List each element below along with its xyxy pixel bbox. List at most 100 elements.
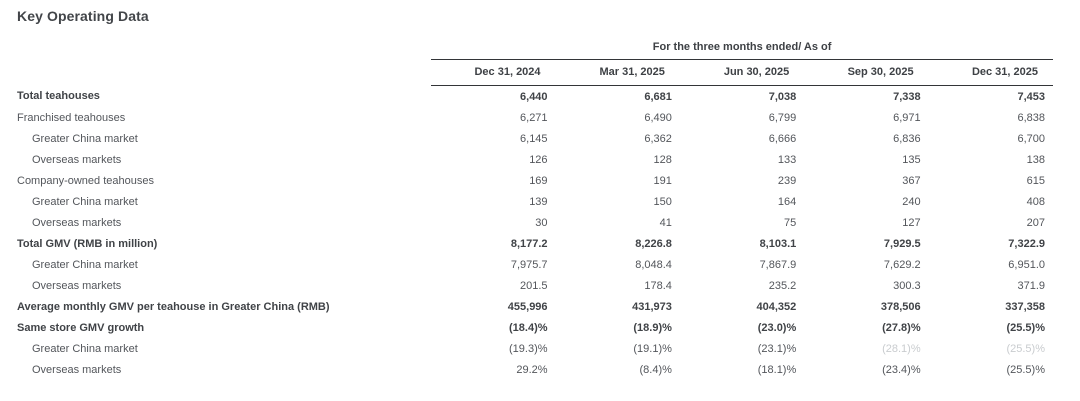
cell-value: 139 [529,195,548,208]
cell-value: 6,951.0 [1008,258,1045,271]
cell-value: (25.5)% [1006,321,1045,334]
cell-value: 41 [659,216,672,229]
cell-value: 6,490 [644,111,672,124]
table-row: Franchised teahouses 6,271 6,490 6,799 6,971… [17,107,1053,128]
column-header-sep-30-2025: Sep 30, 2025 [804,59,929,86]
cell-value: 239 [777,174,797,187]
column-header-jun-30-2025: Jun 30, 2025 [679,59,805,86]
row-label: Average monthly GMV per teahouse in Grea… [17,300,330,313]
column-header-dec-31-2024: Dec 31, 2024 [431,59,556,86]
row-label: Greater China market [32,132,138,145]
cell-value: (18.1)% [757,363,797,376]
cell-value: 7,322.9 [1008,237,1045,250]
table-row: Overseas markets 126 128 133 135 138 [17,149,1053,170]
cell-value: 235.2 [768,279,797,292]
table-row: Overseas markets 201.5 178.4 235.2 300.3 371.… [17,275,1053,296]
cell-value: 7,867.9 [759,258,797,271]
row-label: Overseas markets [32,216,122,229]
cell-value: 455,996 [507,300,548,313]
cell-value: 75 [784,216,797,229]
cell-value: 178.4 [644,279,672,292]
table-body: Total teahouses 6,440 6,681 7,038 7,338 7,453… [17,86,1053,381]
cell-value: (8.4)% [639,363,672,376]
header-corner-cell [17,39,431,60]
cell-value: 240 [902,195,921,208]
cell-value: 6,838 [1017,111,1045,124]
cell-value: 6,271 [520,111,548,124]
cell-value: 8,177.2 [510,237,548,250]
cell-value: 408 [1026,195,1045,208]
table-header: For the three months ended/ As of Dec 31… [17,39,1053,86]
cell-value: 8,226.8 [635,237,672,250]
table-row: Total teahouses 6,440 6,681 7,038 7,338 7,453 [17,86,1053,108]
cell-value: 7,629.2 [883,258,921,271]
cell-value: 6,971 [893,111,921,124]
row-label: Greater China market [32,258,138,271]
column-header-mar-31-2025: Mar 31, 2025 [555,59,680,86]
cell-value: 6,700 [1017,132,1045,145]
cell-value: 201.5 [520,279,548,292]
cell-value: (23.0)% [757,321,797,334]
table-row: Average monthly GMV per teahouse in Grea… [17,296,1053,317]
key-operating-data-table: For the three months ended/ As of Dec 31… [17,39,1053,380]
cell-value: 615 [1026,174,1045,187]
table-row: Company-owned teahouses 169 191 239 367 615 [17,170,1053,191]
cell-value: 337,358 [1005,300,1045,313]
cell-value: 191 [653,174,672,187]
cell-value: (28.1)% [882,342,921,355]
table-row: Greater China market 7,975.7 8,048.4 7,867.… [17,254,1053,275]
cell-value: (23.4)% [882,363,921,376]
cell-value: (25.5)% [1006,342,1045,355]
row-label: Overseas markets [32,153,122,166]
row-label: Total teahouses [17,90,100,103]
table-row: Greater China market (19.3)% (19.1)% (23.1)… [17,338,1053,359]
row-label: Greater China market [32,195,138,208]
header-corner-cell [17,60,431,86]
cell-value: 6,362 [644,132,672,145]
cell-value: 431,973 [632,300,672,313]
cell-value: 7,975.7 [510,258,548,271]
cell-value: 169 [529,174,548,187]
cell-value: 6,440 [520,90,548,103]
cell-value: 8,048.4 [635,258,672,271]
cell-value: 30 [535,216,548,229]
cell-value: 404,352 [756,300,797,313]
cell-value: (18.4)% [509,321,548,334]
cell-value: 138 [1026,153,1045,166]
cell-value: 126 [529,153,548,166]
cell-value: 378,506 [880,300,921,313]
cell-value: 164 [777,195,797,208]
column-header-row: Dec 31, 2024 Mar 31, 2025 Jun 30, 2025 S… [17,59,1053,86]
cell-value: 371.9 [1017,279,1045,292]
period-header-row: For the three months ended/ As of [17,39,1053,60]
table-row: Overseas markets 30 41 75 127 207 [17,212,1053,233]
row-label: Same store GMV growth [17,321,145,334]
row-label: Company-owned teahouses [17,174,154,187]
cell-value: 6,836 [893,132,921,145]
row-label: Total GMV (RMB in million) [17,237,158,250]
cell-value: (19.3)% [509,342,548,355]
table-row: Greater China market 6,145 6,362 6,666 6,836… [17,128,1053,149]
cell-value: (19.1)% [633,342,672,355]
page-title: Key Operating Data [17,8,149,24]
cell-value: 6,145 [520,132,548,145]
table-row: Greater China market 139 150 164 240 408 [17,191,1053,212]
cell-value: 207 [1026,216,1045,229]
row-label: Greater China market [32,342,138,355]
cell-value: 7,453 [1017,90,1045,103]
column-header-dec-31-2025: Dec 31, 2025 [928,59,1053,86]
cell-value: 128 [653,153,672,166]
cell-value: 6,666 [768,132,797,145]
row-label: Overseas markets [32,279,122,292]
row-label: Franchised teahouses [17,111,126,124]
cell-value: (27.8)% [882,321,921,334]
cell-value: 7,338 [893,90,921,103]
table-row: Overseas markets 29.2% (8.4)% (18.1)% (23.4)… [17,359,1053,380]
cell-value: 127 [902,216,921,229]
cell-value: 7,929.5 [883,237,921,250]
cell-value: 150 [653,195,672,208]
cell-value: (25.5)% [1006,363,1045,376]
cell-value: 7,038 [768,90,797,103]
cell-value: 367 [902,174,921,187]
